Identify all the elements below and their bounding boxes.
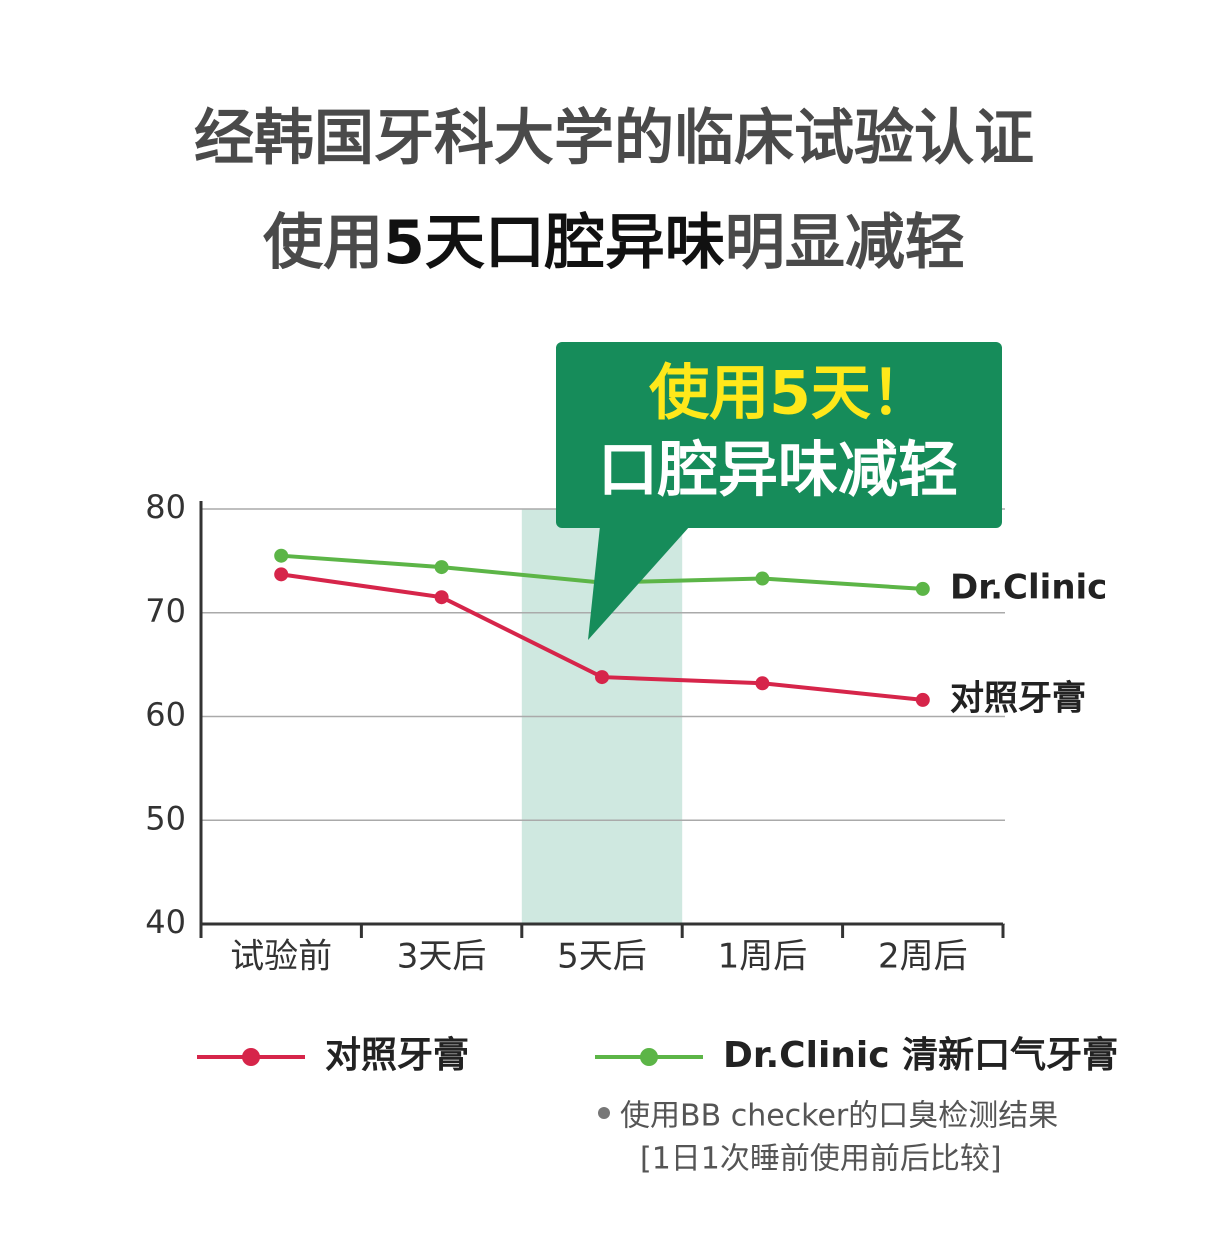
y-tick-label: 40 — [145, 903, 186, 941]
x-tick-label: 1周后 — [718, 937, 808, 977]
legend-label: Dr.Clinic 清新口气牙膏 — [723, 1035, 1118, 1076]
x-tick-label: 2周后 — [878, 937, 968, 977]
series-end-label: Dr.Clinic — [950, 567, 1107, 607]
series-end-label: 对照牙膏 — [950, 678, 1086, 718]
data-point — [274, 567, 289, 582]
chart-subtitle: 使用5天口腔异味明显减轻 — [263, 208, 965, 278]
legend-marker — [640, 1048, 658, 1066]
data-point — [595, 670, 609, 685]
callout: 使用5天！ 口腔异味减轻 — [556, 342, 1002, 640]
y-tick-label: 60 — [145, 696, 186, 734]
callout-line: 使用5天！ — [649, 359, 931, 429]
subtitle-emphasis: 5天口腔异味 — [383, 208, 725, 278]
y-tick-label: 80 — [145, 488, 186, 526]
data-point — [434, 590, 449, 605]
x-tick-label: 3天后 — [397, 937, 487, 977]
legend-label: 对照牙膏 — [325, 1035, 469, 1076]
note: [1日1次睡前使用前后比较] — [640, 1142, 1002, 1177]
callout-pointer — [588, 526, 690, 640]
data-point — [755, 571, 770, 586]
data-point — [755, 676, 770, 691]
note-bullet — [598, 1107, 610, 1119]
callout-line: 口腔异味减轻 — [598, 436, 958, 506]
chart-title: 经韩国牙科大学的临床试验认证 — [194, 104, 1034, 174]
y-tick-label: 50 — [145, 799, 186, 837]
data-point — [915, 692, 930, 707]
subtitle-part: 明显减轻 — [725, 208, 965, 278]
y-tick-label: 70 — [145, 592, 186, 630]
callout-box — [556, 342, 1002, 528]
x-tick-label: 5天后 — [557, 937, 647, 977]
legend-marker — [242, 1048, 260, 1066]
x-tick-label: 试验前 — [230, 937, 332, 977]
data-point — [274, 548, 289, 563]
note: 使用BB checker的口臭检测结果 — [620, 1099, 1058, 1134]
data-point — [915, 581, 930, 596]
data-point — [434, 560, 449, 575]
subtitle-part: 使用 — [263, 208, 383, 278]
